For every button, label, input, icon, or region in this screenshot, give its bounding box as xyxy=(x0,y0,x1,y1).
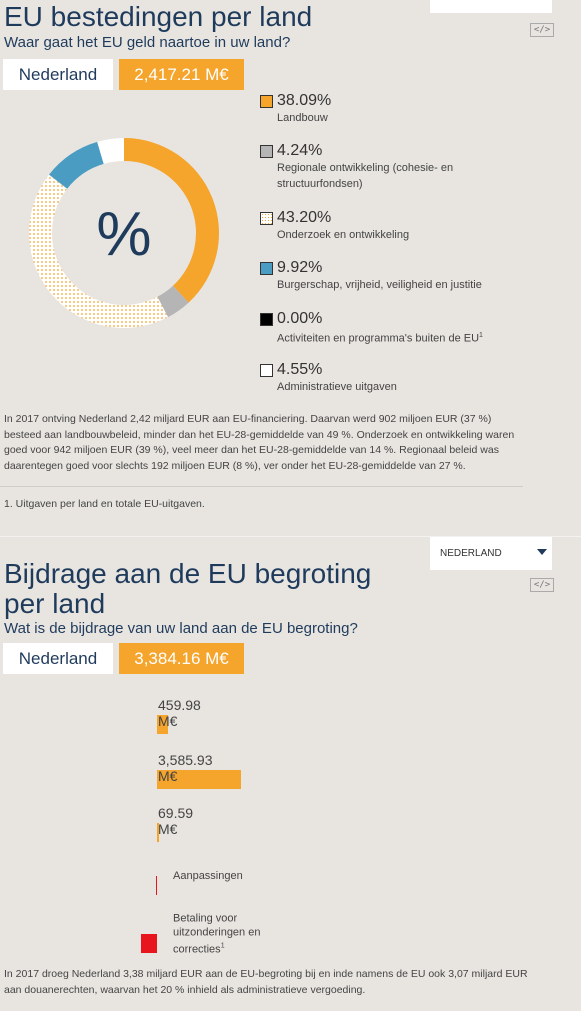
legend-text: Landbouw xyxy=(277,112,328,124)
subtitle: Wat is de bijdrage van uw land aan de EU… xyxy=(4,620,358,637)
country-dropdown[interactable]: NEDERLAND xyxy=(430,0,552,13)
legend-swatch xyxy=(260,313,273,326)
description: In 2017 droeg Nederland 3,38 miljard EUR… xyxy=(4,968,528,996)
embed-button[interactable]: </> xyxy=(530,578,554,592)
legend-label: Regionale ontwikkeling (cohesie- en stru… xyxy=(277,160,517,192)
legend-swatch xyxy=(260,212,273,225)
legend-label: Onderzoek en ontwikkeling xyxy=(277,227,517,243)
legend-value: 9.92% xyxy=(277,259,323,276)
legend-text: Onderzoek en ontwikkeling xyxy=(277,229,410,241)
category-text: Betaling voor uitzonderingen en correcti… xyxy=(173,912,261,956)
legend-text: Burgerschap, vrijheid, veiligheid en jus… xyxy=(277,279,482,291)
legend-text: Regionale ontwikkeling (cohesie- en stru… xyxy=(277,162,454,190)
donut-chart: % xyxy=(28,138,219,329)
donut-slice xyxy=(28,174,169,329)
legend-label: Administratieve uitgaven xyxy=(277,379,517,395)
total-amount: 2,417.21 M€ xyxy=(119,59,244,90)
legend-value: 4.24% xyxy=(277,142,323,159)
footnote-mark: 1 xyxy=(479,332,483,339)
value-label: 459.98 M€ xyxy=(158,697,201,729)
legend-swatch xyxy=(260,364,273,377)
title: Bijdrage aan de EU begroting per land xyxy=(4,558,372,619)
legend-label: Burgerschap, vrijheid, veiligheid en jus… xyxy=(277,277,517,293)
title: EU bestedingen per land xyxy=(4,1,313,32)
value-label: 3,585.93 M€ xyxy=(158,752,213,784)
dropdown-arrow xyxy=(537,549,547,555)
footnote-mark: 1 xyxy=(220,942,225,950)
donut-slice xyxy=(157,285,189,318)
subtitle: Waar gaat het EU geld naartoe in uw land… xyxy=(4,34,291,51)
legend-label: Activiteiten en programma's buiten de EU… xyxy=(277,328,517,347)
country-name: Nederland xyxy=(3,643,113,674)
legend-value: 4.55% xyxy=(277,361,323,378)
section-divider xyxy=(0,536,581,537)
legend-label: Landbouw xyxy=(277,110,517,126)
legend-swatch xyxy=(260,95,273,108)
total-amount: 3,384.16 M€ xyxy=(119,643,244,674)
bar xyxy=(157,770,241,789)
bar xyxy=(157,823,159,842)
legend-value: 43.20% xyxy=(277,209,332,226)
legend-swatch xyxy=(260,262,273,275)
legend-value: 38.09% xyxy=(277,92,332,109)
donut-slice xyxy=(124,138,219,303)
bar xyxy=(140,934,157,953)
footnote: 1. Uitgaven per land en totale EU-uitgav… xyxy=(4,498,205,510)
donut-slice xyxy=(97,138,124,164)
donut-slice xyxy=(49,141,104,189)
legend-value: 0.00% xyxy=(277,310,323,327)
country-dropdown[interactable]: NEDERLAND xyxy=(430,537,552,570)
category-text: Aanpassingen xyxy=(173,870,243,882)
bar xyxy=(157,715,168,734)
dropdown-value: NEDERLAND xyxy=(440,548,502,559)
legend-text: Activiteiten en programma's buiten de EU xyxy=(277,332,480,345)
bar xyxy=(156,876,157,895)
value-label: 69.59 M€ xyxy=(158,805,194,837)
embed-button[interactable]: </> xyxy=(530,23,554,37)
legend-text: Administratieve uitgaven xyxy=(277,381,397,393)
country-name: Nederland xyxy=(3,59,113,90)
divider xyxy=(0,486,523,487)
legend-swatch xyxy=(260,145,273,158)
description: In 2017 ontving Nederland 2,42 miljard E… xyxy=(4,413,515,472)
category-label: Betaling voor uitzonderingen en correcti… xyxy=(173,912,283,957)
center-label: % xyxy=(96,200,151,269)
category-label: Aanpassingen xyxy=(173,869,283,883)
